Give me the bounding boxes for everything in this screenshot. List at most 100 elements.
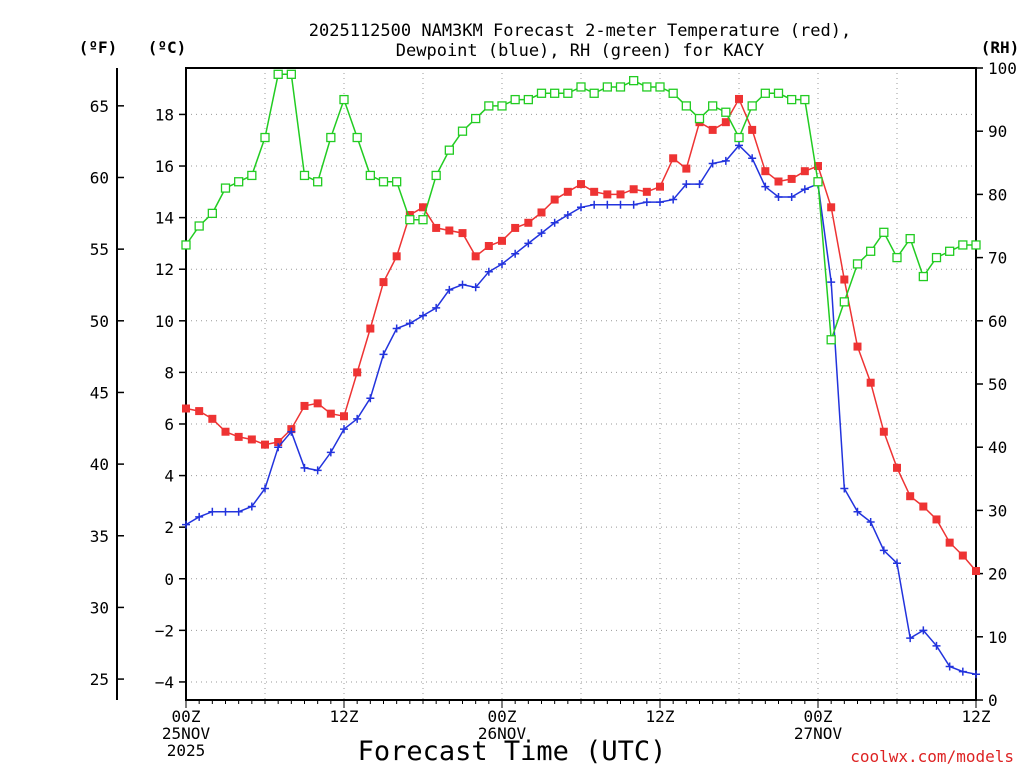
dewpoint-point <box>774 192 783 201</box>
dewpoint-point <box>629 200 638 209</box>
temperature-point <box>261 440 269 449</box>
rh-point <box>497 101 507 111</box>
dewpoint-point <box>721 156 730 165</box>
x-tick-label: 25NOV <box>162 724 211 743</box>
fahrenheit-tick-label: 50 <box>90 312 109 331</box>
fahrenheit-tick-label: 60 <box>90 168 109 187</box>
temperature-point <box>893 463 901 472</box>
rh-point <box>194 221 204 231</box>
celsius-tick-label: 14 <box>155 209 174 228</box>
rh-tick-label: 80 <box>988 185 1007 204</box>
temperature-point <box>682 164 691 173</box>
dewpoint-point <box>761 182 770 191</box>
dewpoint-point <box>669 195 678 204</box>
x-tick-label: 12Z <box>646 707 675 726</box>
dewpoint-point <box>906 634 915 643</box>
fahrenheit-tick-label: 35 <box>90 527 109 546</box>
dewpoint-point <box>392 324 401 333</box>
dewpoint-point <box>840 484 849 493</box>
dewpoint-point <box>893 559 901 568</box>
dewpoint-point <box>800 185 809 194</box>
x-tick-label: 27NOV <box>794 724 843 743</box>
rh-point <box>760 88 770 98</box>
dewpoint-point <box>261 484 269 493</box>
dewpoint-point <box>945 662 954 671</box>
rh-point <box>602 82 612 92</box>
temperature-point <box>721 118 730 127</box>
celsius-tick-label: −2 <box>155 621 174 640</box>
celsius-tick-label: 0 <box>164 570 174 589</box>
rh-tick-label: 70 <box>988 249 1007 268</box>
dewpoint-point <box>498 260 506 269</box>
series-layer <box>181 69 981 679</box>
temperature-point <box>590 187 599 196</box>
rh-point <box>905 233 915 244</box>
temperature-point <box>274 438 283 447</box>
dewpoint-point <box>577 203 585 212</box>
rh-point <box>721 107 731 117</box>
dewpoint-point <box>353 414 362 423</box>
dewpoint-point <box>616 200 625 209</box>
temperature-point <box>603 190 612 199</box>
fahrenheit-tick-label: 40 <box>90 455 109 474</box>
rh-point <box>181 240 191 250</box>
rh-tick-label: 40 <box>988 438 1007 457</box>
celsius-tick-label: 18 <box>155 105 174 124</box>
temperature-point <box>484 241 493 250</box>
x-tick-label: 00Z <box>804 707 833 726</box>
rh-point <box>589 88 599 98</box>
temperature-point <box>629 185 638 194</box>
celsius-tick-label: 4 <box>164 467 174 486</box>
temperature-point <box>353 368 362 377</box>
dewpoint-point <box>708 159 717 168</box>
dewpoint-point <box>366 394 375 403</box>
chart-title-line1: 2025112500 NAM3KM Forecast 2-meter Tempe… <box>309 21 851 41</box>
dewpoint-point <box>642 198 651 207</box>
dewpoint-point <box>274 443 283 452</box>
unit-fahrenheit-label: (ºF) <box>79 38 118 57</box>
rh-point <box>918 271 928 282</box>
dewpoint-point <box>603 200 612 209</box>
x-axis-title: Forecast Time (UTC) <box>358 736 667 767</box>
temperature-point <box>906 492 915 501</box>
rh-point <box>826 335 836 345</box>
temperature-point <box>972 567 980 576</box>
temperature-point <box>300 401 309 410</box>
rh-point <box>207 208 217 219</box>
rh-point <box>378 177 389 187</box>
fahrenheit-tick-label: 45 <box>90 383 109 402</box>
dewpoint-point <box>432 303 441 312</box>
temperature-point <box>182 404 190 413</box>
rh-tick-label: 0 <box>988 691 998 710</box>
rh-tick-label: 30 <box>988 501 1007 520</box>
tick-labels: −4 −2 0 2 4 6 8 10 12 14 16 18 0 10 20 30 40 50 60 70 80 90 10… <box>90 59 1017 760</box>
temperature-point <box>326 409 335 418</box>
rh-point <box>260 132 270 143</box>
celsius-tick-label: 8 <box>164 363 174 382</box>
dewpoint-point <box>590 200 599 209</box>
temperature-point <box>247 435 256 444</box>
rh-point <box>879 227 889 237</box>
temperature-point <box>366 324 375 333</box>
dewpoint-point <box>879 546 888 555</box>
fahrenheit-tick-label: 25 <box>90 670 109 689</box>
temperature-point <box>748 125 757 134</box>
rh-point <box>339 94 349 105</box>
rh-point <box>852 259 863 269</box>
dewpoint-point <box>471 283 480 292</box>
rh-point <box>615 82 626 92</box>
rh-point <box>734 132 744 143</box>
celsius-tick-label: 16 <box>155 157 174 176</box>
rh-point <box>326 132 336 143</box>
rh-point <box>931 252 942 263</box>
x-tick-label: 26NOV <box>478 724 527 743</box>
dewpoint-point <box>866 518 875 527</box>
temperature-point <box>669 154 678 163</box>
rh-point <box>457 126 468 136</box>
dewpoint-point <box>313 466 322 475</box>
dewpoint-point <box>524 239 533 248</box>
rh-point <box>510 94 520 105</box>
chart-title-line2: Dewpoint (blue), RH (green) for KACY <box>396 41 764 61</box>
dewpoint-point <box>379 350 388 359</box>
